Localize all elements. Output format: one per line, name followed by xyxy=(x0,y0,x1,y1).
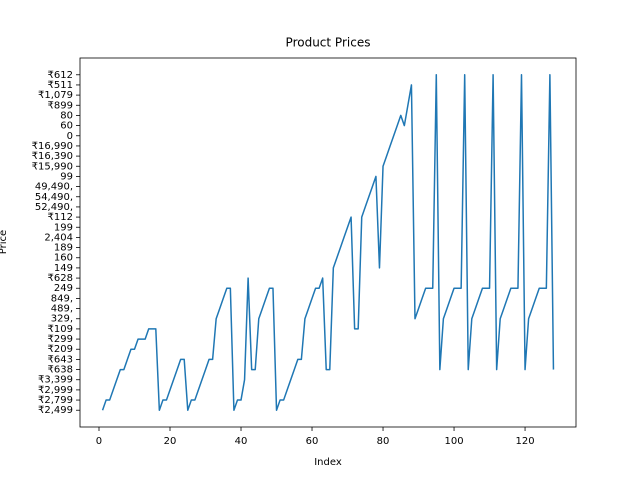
y-tick-label: 60 xyxy=(60,121,73,132)
y-tick-label: 329, xyxy=(51,314,73,325)
x-tick-label: 0 xyxy=(96,436,102,447)
y-tick-label: ₹112 xyxy=(48,212,73,223)
plot-frame xyxy=(79,57,577,428)
y-tick-label: 149 xyxy=(54,263,73,274)
y-tick-label: ₹3,399 xyxy=(38,375,73,386)
y-tick-label: ₹2,499 xyxy=(38,405,73,416)
y-tick-label: ₹2,999 xyxy=(38,385,73,396)
y-tick-label: ₹643 xyxy=(48,354,73,365)
y-tick-label: ₹16,990 xyxy=(32,141,73,152)
y-tick-label: ₹209 xyxy=(48,344,73,355)
y-tick-label: 99 xyxy=(60,171,73,182)
y-tick-label: 189 xyxy=(54,243,73,254)
y-tick-label: ₹15,990 xyxy=(32,161,73,172)
y-tick-label: ₹511 xyxy=(48,80,73,91)
y-tick-label: 199 xyxy=(54,222,73,233)
y-tick-label: 0 xyxy=(67,131,73,142)
y-tick-label: ₹16,390 xyxy=(32,151,73,162)
y-tick-label: 160 xyxy=(54,253,73,264)
y-tick-label: 54,490, xyxy=(35,192,73,203)
y-tick-label: 849, xyxy=(51,293,73,304)
y-tick-label: ₹628 xyxy=(48,273,73,284)
y-tick-label: 49,490, xyxy=(35,182,73,193)
x-tick-label: 120 xyxy=(516,436,535,447)
y-tick-label: ₹612 xyxy=(48,70,73,81)
y-tick-label: ₹1,079 xyxy=(38,90,73,101)
y-axis-label: Price xyxy=(0,230,9,254)
y-tick-label: ₹899 xyxy=(48,100,73,111)
y-tick-label: 2,404 xyxy=(44,232,73,243)
y-tick-label: 249 xyxy=(54,283,73,294)
chart-title: Product Prices xyxy=(286,36,371,50)
y-tick-label: ₹2,799 xyxy=(38,395,73,406)
y-tick-label: ₹109 xyxy=(48,324,73,335)
y-tick-label: ₹299 xyxy=(48,334,73,345)
line xyxy=(101,74,555,411)
y-tick-label: 52,490, xyxy=(35,202,73,213)
x-tick-label: 20 xyxy=(164,436,177,447)
x-tick-label: 40 xyxy=(235,436,248,447)
x-tick-label: 100 xyxy=(444,436,463,447)
y-tick-label: ₹638 xyxy=(48,365,73,376)
y-tick-label: 80 xyxy=(60,110,73,121)
x-tick-label: 60 xyxy=(306,436,319,447)
x-tick-label: 80 xyxy=(377,436,390,447)
x-axis-label: Index xyxy=(314,457,342,468)
y-tick-label: 489, xyxy=(51,304,73,315)
